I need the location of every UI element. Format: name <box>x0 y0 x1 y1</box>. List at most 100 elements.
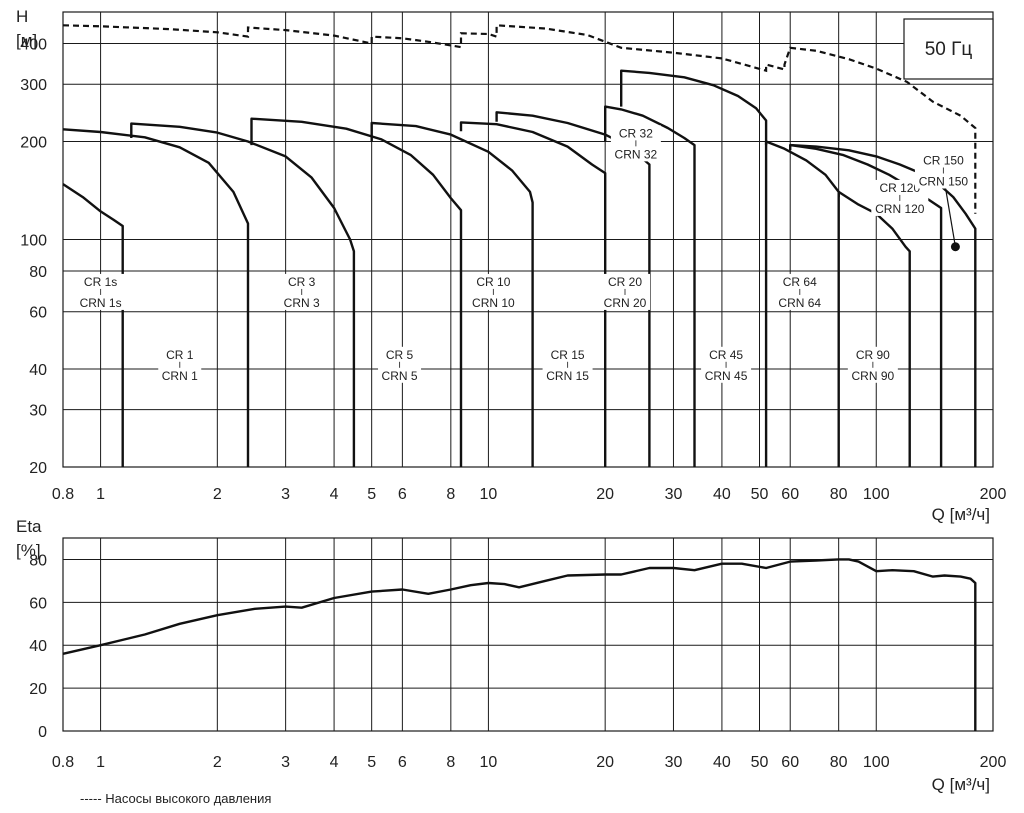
head-ytick-label: 30 <box>29 403 47 420</box>
pump-label-cr: CR 90 <box>856 348 890 362</box>
eta-xtick-label: 200 <box>980 754 1007 771</box>
head-axis-unit: [м] <box>16 31 37 50</box>
pump-label-cr: CR 5 <box>386 348 414 362</box>
efficiency-axis-label: Eta <box>16 517 42 536</box>
head-xtick-label: 200 <box>980 486 1007 503</box>
operating-point-marker <box>950 242 960 252</box>
head-ytick-label: 100 <box>20 233 47 250</box>
head-xtick-label: 20 <box>596 486 614 503</box>
head-xtick-label: 60 <box>781 486 799 503</box>
pump-label-cr: CR 3 <box>288 275 316 289</box>
head-ytick-label: 20 <box>29 460 47 477</box>
pump-label-crn: CRN 1 <box>162 369 198 383</box>
curve-cr-45 <box>620 69 768 467</box>
curve-cr-20 <box>495 111 651 467</box>
curve-cr-10 <box>370 121 534 467</box>
pump-label-cr: CR 150 <box>923 153 964 167</box>
pump-label-cr: CR 1s <box>84 275 117 289</box>
pump-label-crn: CRN 15 <box>546 369 589 383</box>
head-xtick-label: 4 <box>330 486 339 503</box>
head-xtick-label: 30 <box>665 486 683 503</box>
head-xtick-label: 10 <box>480 486 498 503</box>
pump-label-crn: CRN 90 <box>852 369 895 383</box>
pump-label-crn: CRN 1s <box>80 296 122 310</box>
marker-leader <box>943 182 957 247</box>
pump-label-cr: CR 1 <box>166 348 194 362</box>
eta-ytick-label: 40 <box>29 638 47 655</box>
curve-cr-32 <box>604 105 696 467</box>
pump-label-cr: CR 10 <box>476 275 510 289</box>
pump-label-cr: CR 64 <box>783 275 817 289</box>
eta-xtick-label: 20 <box>596 754 614 771</box>
head-ytick-label: 60 <box>29 305 47 322</box>
efficiency-chart: 0.8 1 2 3 4 5 6 8 10 20 30 40 50 60 80 100 200 0 20 40 60 80… <box>16 517 1006 794</box>
head-xtick-label: 100 <box>863 486 890 503</box>
head-xtick-label: 0.8 <box>52 486 74 503</box>
head-ytick-label: 200 <box>20 135 47 152</box>
head-xtick-label: 3 <box>281 486 290 503</box>
head-xtick-label: 6 <box>398 486 407 503</box>
eta-ytick-label: 0 <box>38 724 47 741</box>
pump-label-cr: CR 45 <box>709 348 743 362</box>
legend-high-pressure: ----- Насосы высокого давления <box>80 791 271 806</box>
efficiency-curve <box>62 558 977 731</box>
pump-label-cr: CR 120 <box>879 181 920 195</box>
curve-cr-90 <box>837 190 911 467</box>
eta-xtick-label: 30 <box>665 754 683 771</box>
eta-xtick-label: 3 <box>281 754 290 771</box>
pump-label-crn: CRN 120 <box>875 202 925 216</box>
efficiency-axis-unit: [%] <box>16 541 41 560</box>
head-xtick-label: 50 <box>751 486 769 503</box>
pump-label-crn: CRN 5 <box>382 369 418 383</box>
pump-label-crn: CRN 64 <box>778 296 821 310</box>
head-xtick-label: 8 <box>446 486 455 503</box>
curve-cr-3 <box>130 122 356 467</box>
eta-xtick-label: 8 <box>446 754 455 771</box>
flow-axis-label-top: Q [м³/ч] <box>932 505 990 524</box>
eta-xtick-label: 2 <box>213 754 222 771</box>
pump-label-crn: CRN 32 <box>615 147 658 161</box>
pump-label-crn: CRN 10 <box>472 296 515 310</box>
eta-ytick-label: 20 <box>29 681 47 698</box>
head-ytick-label: 40 <box>29 362 47 379</box>
frequency-box <box>903 18 994 80</box>
head-ytick-label: 80 <box>29 264 47 281</box>
head-xtick-label: 2 <box>213 486 222 503</box>
eta-xtick-label: 50 <box>751 754 769 771</box>
pump-label-cr: CR 15 <box>551 348 585 362</box>
eta-ytick-label: 60 <box>29 595 47 612</box>
head-chart-frame <box>62 11 994 468</box>
head-xtick-label: 5 <box>367 486 376 503</box>
flow-axis-label-bottom: Q [м³/ч] <box>932 775 990 794</box>
eta-xtick-label: 100 <box>863 754 890 771</box>
pump-label-crn: CRN 150 <box>919 174 969 188</box>
pump-label-crn: CRN 3 <box>284 296 320 310</box>
efficiency-chart-frame <box>62 537 994 732</box>
head-xtick-label: 40 <box>713 486 731 503</box>
head-axis-label: H <box>16 7 28 26</box>
eta-xtick-label: 5 <box>367 754 376 771</box>
curve-cr-15 <box>459 121 607 467</box>
pump-label-crn: CRN 45 <box>705 369 748 383</box>
eta-xtick-label: 0.8 <box>52 754 74 771</box>
head-xtick-label: 80 <box>830 486 848 503</box>
head-ytick-label: 300 <box>20 77 47 94</box>
pump-label-cr: CR 20 <box>608 275 642 289</box>
eta-ytick-label: 80 <box>29 552 47 569</box>
eta-xtick-label: 80 <box>830 754 848 771</box>
curve-cr-5 <box>250 117 463 467</box>
eta-xtick-label: 1 <box>96 754 105 771</box>
head-ytick-label: 400 <box>20 37 47 54</box>
head-chart: CR 1s CRN 1s CR 1 CRN 1 CR 3 CRN 3 CR 5 CRN 5 CR… <box>16 7 1006 524</box>
curve-cr-1s <box>62 183 124 467</box>
pump-label-cr: CR 32 <box>619 126 653 140</box>
eta-xtick-label: 60 <box>781 754 799 771</box>
eta-xtick-label: 6 <box>398 754 407 771</box>
head-xtick-label: 1 <box>96 486 105 503</box>
curve-cr-1 <box>62 128 250 467</box>
pump-label-crn: CRN 20 <box>604 296 647 310</box>
eta-xtick-label: 4 <box>330 754 339 771</box>
eta-xtick-label: 10 <box>480 754 498 771</box>
frequency-label: 50 Гц <box>925 39 973 60</box>
